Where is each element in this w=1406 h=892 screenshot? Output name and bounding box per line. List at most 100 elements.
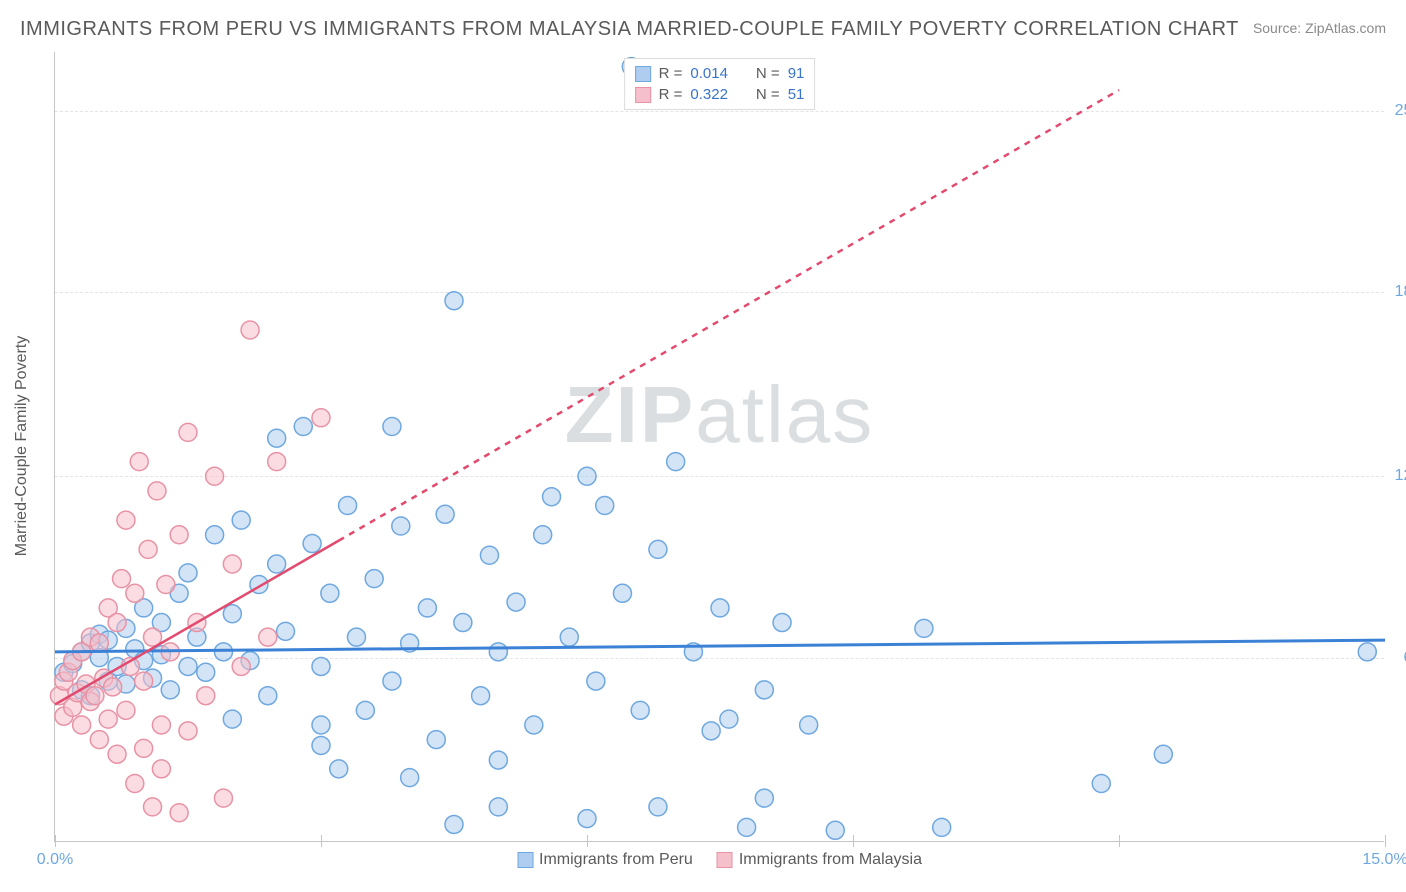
data-point (179, 423, 197, 441)
data-point (108, 614, 126, 632)
data-point (702, 722, 720, 740)
data-point (206, 526, 224, 544)
data-point (915, 619, 933, 637)
data-point (667, 453, 685, 471)
data-point (578, 810, 596, 828)
source-label: Source: ZipAtlas.com (1253, 20, 1386, 36)
data-point (144, 798, 162, 816)
data-point (179, 657, 197, 675)
data-point (489, 798, 507, 816)
data-point (312, 736, 330, 754)
data-point (347, 628, 365, 646)
data-point (179, 722, 197, 740)
ytick-label: 18.8% (1395, 283, 1406, 301)
data-point (418, 599, 436, 617)
chart-title: IMMIGRANTS FROM PERU VS IMMIGRANTS FROM … (20, 18, 1239, 41)
data-point (773, 614, 791, 632)
legend-top: R =0.014N =91R =0.322N =51 (624, 58, 816, 110)
data-point (489, 643, 507, 661)
data-point (259, 687, 277, 705)
data-point (383, 418, 401, 436)
data-point (454, 614, 472, 632)
data-point (480, 546, 498, 564)
data-point (117, 701, 135, 719)
xtick-label: 15.0% (1362, 851, 1406, 869)
data-point (356, 701, 374, 719)
data-point (578, 467, 596, 485)
data-point (1358, 643, 1376, 661)
data-point (277, 622, 295, 640)
data-point (312, 657, 330, 675)
data-point (472, 687, 490, 705)
legend-r-label: R = (659, 65, 683, 82)
data-point (933, 818, 951, 836)
legend-bottom-item: Immigrants from Peru (517, 851, 693, 869)
data-point (427, 731, 445, 749)
data-point (631, 701, 649, 719)
xtick (1385, 835, 1386, 847)
xtick-label: 0.0% (37, 851, 73, 869)
data-point (525, 716, 543, 734)
data-point (445, 815, 463, 833)
legend-swatch (517, 852, 533, 868)
data-point (392, 517, 410, 535)
data-point (507, 593, 525, 611)
data-point (197, 663, 215, 681)
ytick-label: 12.5% (1395, 467, 1406, 485)
data-point (86, 687, 104, 705)
plot-area: ZIPatlas 6.3%12.5%18.8%25.0% 0.0%15.0% R… (54, 52, 1384, 842)
data-point (99, 710, 117, 728)
data-point (268, 555, 286, 573)
data-point (1154, 745, 1172, 763)
data-point (206, 467, 224, 485)
legend-swatch (635, 66, 651, 82)
data-point (157, 576, 175, 594)
data-point (197, 687, 215, 705)
data-point (104, 678, 122, 696)
data-point (720, 710, 738, 728)
data-point (170, 526, 188, 544)
data-point (161, 681, 179, 699)
legend-series-name: Immigrants from Peru (539, 851, 693, 869)
trend-line (55, 640, 1385, 652)
data-point (268, 429, 286, 447)
data-point (445, 292, 463, 310)
data-point (489, 751, 507, 769)
data-point (534, 526, 552, 544)
data-point (826, 821, 844, 839)
legend-series-name: Immigrants from Malaysia (739, 851, 922, 869)
data-point (170, 804, 188, 822)
legend-bottom: Immigrants from Peru Immigrants from Mala… (517, 851, 922, 869)
data-point (268, 453, 286, 471)
data-point (152, 760, 170, 778)
data-point (339, 497, 357, 515)
y-axis-label: Married-Couple Family Poverty (13, 336, 31, 557)
data-point (90, 634, 108, 652)
legend-n-value: 51 (788, 86, 805, 103)
data-point (649, 798, 667, 816)
data-point (312, 409, 330, 427)
data-point (755, 681, 773, 699)
data-point (738, 818, 756, 836)
legend-r-value: 0.322 (690, 86, 728, 103)
data-point (179, 564, 197, 582)
data-point (139, 540, 157, 558)
data-point (649, 540, 667, 558)
data-point (214, 789, 232, 807)
data-point (1092, 774, 1110, 792)
ytick-label: 25.0% (1395, 102, 1406, 120)
data-point (223, 555, 241, 573)
data-point (126, 774, 144, 792)
data-point (401, 769, 419, 787)
data-point (108, 745, 126, 763)
legend-r-value: 0.014 (690, 65, 728, 82)
data-point (436, 505, 454, 523)
data-point (294, 418, 312, 436)
data-point (148, 482, 166, 500)
data-point (135, 672, 153, 690)
data-point (241, 321, 259, 339)
data-point (755, 789, 773, 807)
data-point (303, 535, 321, 553)
data-point (560, 628, 578, 646)
legend-top-row: R =0.014N =91 (635, 63, 805, 84)
